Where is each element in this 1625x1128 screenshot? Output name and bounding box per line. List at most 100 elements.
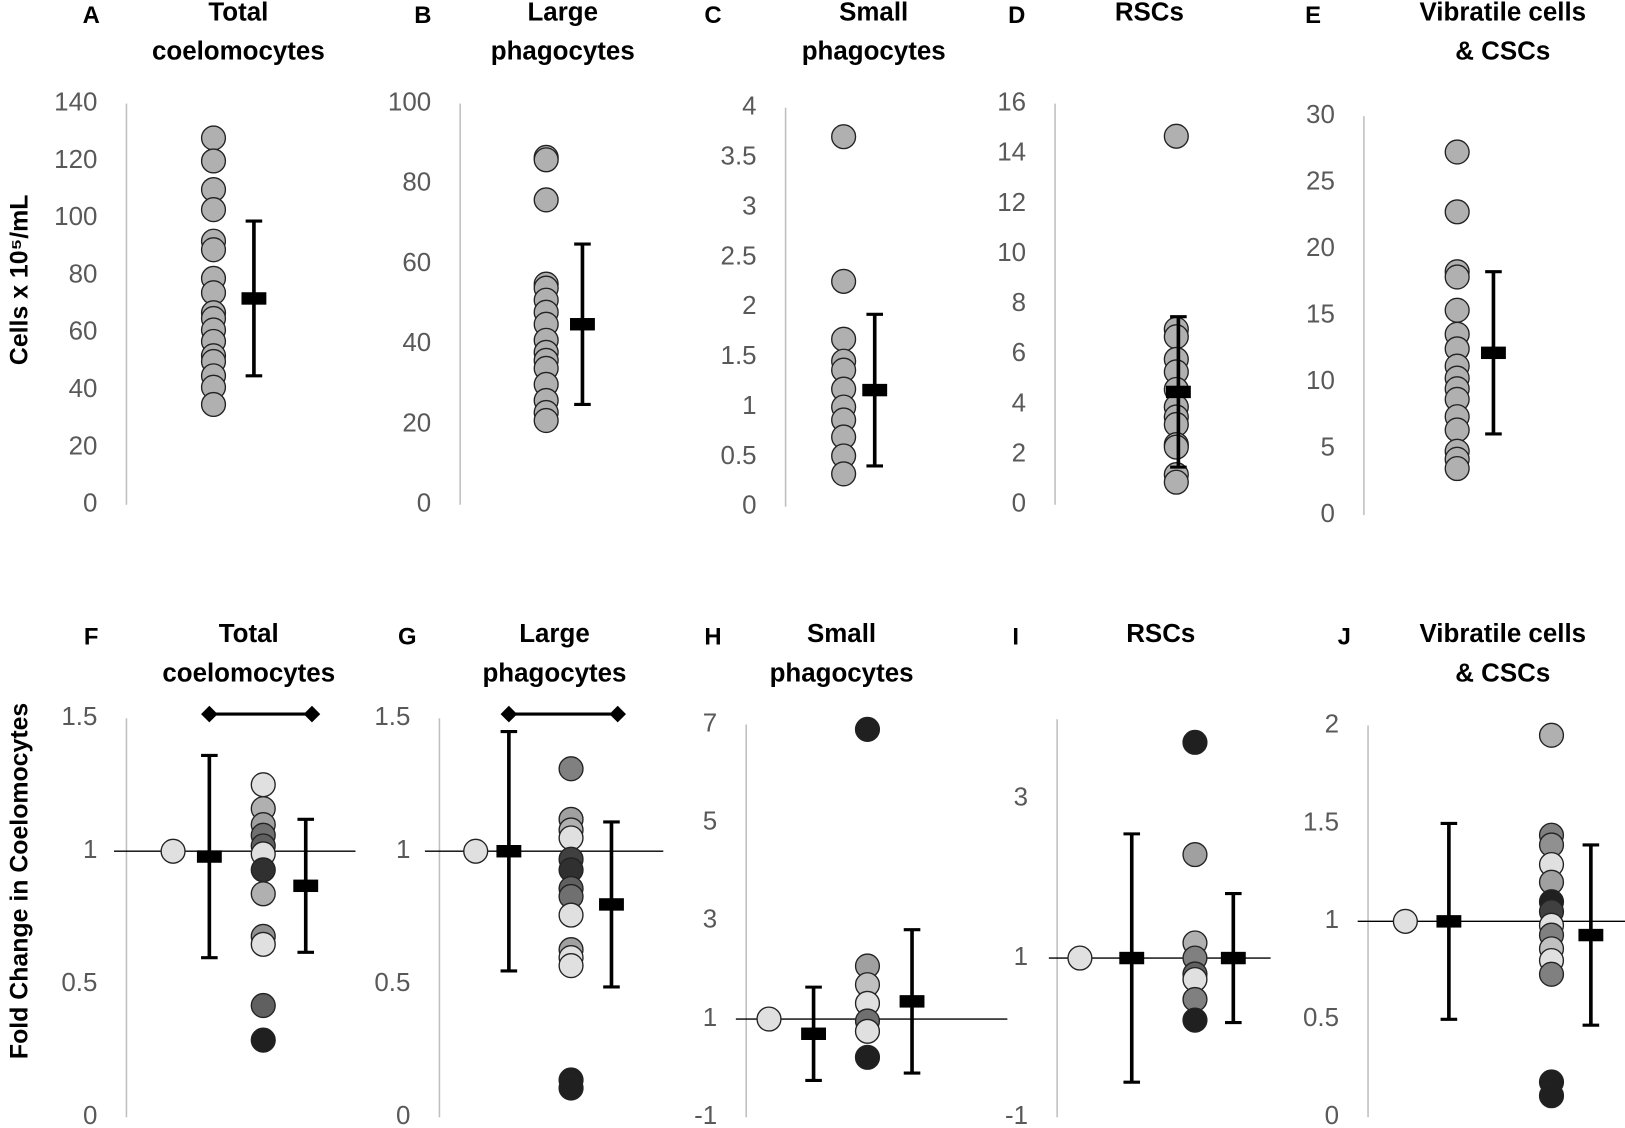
data-point bbox=[558, 953, 584, 979]
mean-marker bbox=[1119, 951, 1145, 965]
y-tick-label: 80 bbox=[69, 260, 98, 288]
y-tick-label: 3 bbox=[703, 906, 717, 934]
y-tick-label: 120 bbox=[54, 146, 97, 174]
y-tick-label: 80 bbox=[402, 169, 431, 197]
panel-label: H bbox=[704, 624, 721, 651]
data-point bbox=[831, 326, 857, 352]
data-point bbox=[200, 125, 227, 151]
data-point bbox=[756, 1006, 782, 1032]
data-point bbox=[831, 461, 857, 487]
data-point bbox=[1163, 324, 1189, 350]
y-tick-label: 1.5 bbox=[61, 703, 97, 731]
data-point bbox=[831, 268, 857, 294]
panel-label: B bbox=[414, 2, 431, 29]
panel-label: F bbox=[84, 624, 99, 651]
data-point bbox=[1538, 961, 1565, 987]
data-point bbox=[200, 391, 227, 418]
panel-title: Total bbox=[219, 620, 279, 648]
data-point bbox=[854, 1018, 881, 1044]
mean-marker bbox=[862, 383, 888, 397]
y-tick-label: 12 bbox=[997, 189, 1026, 217]
panel-title: RSCs bbox=[1115, 0, 1184, 26]
y-tick-label: 0.5 bbox=[61, 969, 97, 997]
y-tick-label: 2 bbox=[742, 292, 756, 320]
y-axis-label: Cells x 10⁵/mL bbox=[5, 195, 33, 366]
panel-label: I bbox=[1012, 624, 1019, 651]
panel-title: Small bbox=[839, 0, 908, 26]
data-point bbox=[1182, 1007, 1208, 1033]
y-tick-label: 0 bbox=[1012, 490, 1026, 518]
y-tick-label: 0 bbox=[417, 490, 431, 518]
panel-title: Vibratile cells bbox=[1419, 0, 1586, 26]
mean-marker bbox=[599, 898, 624, 911]
data-point bbox=[250, 992, 276, 1019]
panel-title: & CSCs bbox=[1455, 38, 1550, 66]
y-axis-label: Fold Change in Coelomocytes bbox=[5, 703, 33, 1059]
y-tick-label: 140 bbox=[54, 88, 97, 116]
data-point bbox=[558, 902, 584, 928]
bracket-diamond bbox=[609, 705, 626, 723]
panel-title: Small bbox=[807, 620, 876, 648]
data-point bbox=[463, 838, 489, 864]
y-tick-label: 1 bbox=[396, 836, 410, 864]
panel-title: Total bbox=[208, 0, 268, 26]
y-tick-label: 20 bbox=[402, 409, 431, 437]
data-point bbox=[1444, 417, 1470, 443]
mean-marker bbox=[241, 292, 267, 305]
data-point bbox=[1163, 469, 1189, 495]
y-tick-label: 0 bbox=[83, 490, 97, 518]
data-point bbox=[533, 187, 559, 213]
y-tick-label: 1.5 bbox=[1303, 808, 1339, 836]
y-tick-label: 1 bbox=[703, 1004, 717, 1032]
y-tick-label: 1 bbox=[742, 392, 756, 420]
data-point bbox=[1444, 199, 1470, 225]
data-point bbox=[1538, 1083, 1565, 1109]
data-point bbox=[200, 148, 227, 174]
y-tick-label: 3.5 bbox=[721, 143, 757, 171]
mean-marker bbox=[496, 845, 522, 858]
y-tick-label: 4 bbox=[1012, 389, 1026, 417]
panel-title: phagocytes bbox=[482, 660, 626, 688]
y-tick-label: 1 bbox=[1014, 943, 1028, 971]
panel-label: A bbox=[83, 2, 100, 29]
panel-title: Vibratile cells bbox=[1419, 620, 1586, 648]
y-tick-label: 5 bbox=[1320, 433, 1334, 461]
data-point bbox=[1538, 722, 1565, 748]
y-tick-label: 1.5 bbox=[721, 342, 757, 370]
panel-title: RSCs bbox=[1126, 620, 1195, 648]
mean-marker bbox=[570, 318, 595, 331]
y-tick-label: -1 bbox=[1005, 1102, 1028, 1128]
y-tick-label: 5 bbox=[703, 807, 717, 835]
y-tick-label: 0.5 bbox=[374, 969, 410, 997]
y-tick-label: 20 bbox=[69, 432, 98, 460]
y-tick-label: 3 bbox=[1014, 784, 1028, 812]
y-tick-label: 0 bbox=[1320, 500, 1334, 528]
mean-marker bbox=[1165, 385, 1191, 399]
mean-marker bbox=[293, 879, 319, 893]
data-point bbox=[1182, 729, 1208, 755]
y-tick-label: 7 bbox=[703, 709, 717, 737]
y-tick-label: 25 bbox=[1306, 167, 1335, 195]
data-point bbox=[1444, 264, 1470, 290]
y-tick-label: 3 bbox=[742, 192, 756, 220]
data-point bbox=[533, 147, 559, 173]
data-point bbox=[250, 1027, 276, 1053]
mean-marker bbox=[801, 1027, 827, 1040]
figure-body: Cells x 10⁵/mL Fold Change in Coelomocyt… bbox=[5, 0, 1625, 1128]
panel-title: Large bbox=[519, 620, 590, 648]
panel-title: Large bbox=[527, 0, 598, 26]
data-point bbox=[1163, 123, 1189, 149]
data-point bbox=[250, 881, 276, 907]
y-tick-label: 100 bbox=[388, 88, 431, 116]
data-point bbox=[558, 756, 584, 782]
panel-title: phagocytes bbox=[770, 660, 914, 688]
data-point bbox=[250, 772, 276, 798]
panel-label: J bbox=[1338, 624, 1351, 651]
data-point bbox=[250, 857, 276, 883]
y-tick-label: 8 bbox=[1012, 289, 1026, 317]
panel-label: D bbox=[1008, 2, 1025, 29]
data-point bbox=[1067, 945, 1093, 971]
mean-marker bbox=[899, 995, 925, 1008]
y-tick-label: 60 bbox=[402, 249, 431, 277]
